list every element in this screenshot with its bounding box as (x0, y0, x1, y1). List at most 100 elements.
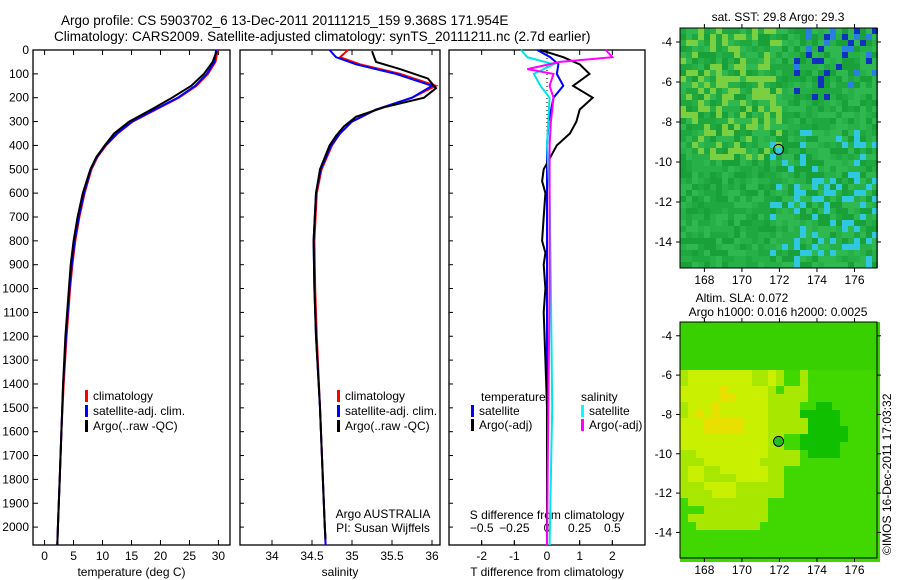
map-cell (816, 338, 824, 346)
map-cell (710, 232, 716, 238)
map-cell (818, 64, 824, 70)
map-cell (712, 330, 720, 338)
map-cell (794, 136, 800, 142)
map-cell (806, 94, 812, 100)
map-cell (712, 418, 720, 426)
map-cell (680, 426, 688, 434)
map-cell (818, 208, 824, 214)
map-cell (688, 370, 696, 378)
map-cell (680, 208, 686, 214)
map-cell (696, 538, 704, 546)
map-cell (760, 426, 768, 434)
map-cell (848, 160, 854, 166)
map-cell (812, 118, 818, 124)
map-cell (704, 442, 712, 450)
map-cell (768, 322, 776, 330)
map-cell (760, 370, 768, 378)
map-cell (800, 546, 808, 554)
map-cell (872, 530, 880, 538)
y-tick-label: 0 (22, 43, 29, 57)
map-cell (704, 506, 712, 514)
map-cell (686, 40, 692, 46)
map-cell (854, 106, 860, 112)
map-cell (758, 148, 764, 154)
map-cell (800, 106, 806, 112)
map-cell (808, 474, 816, 482)
map-cell (856, 378, 864, 386)
map-cell (840, 394, 848, 402)
map-cell (824, 362, 832, 370)
map-cell (812, 244, 818, 250)
map-cell (744, 442, 752, 450)
map-cell (792, 498, 800, 506)
map-cell (818, 232, 824, 238)
series-line-s-argo-adj- (527, 49, 615, 546)
map-cell (824, 442, 832, 450)
map-cell (704, 378, 712, 386)
map-cell (764, 58, 770, 64)
map-cell (824, 52, 830, 58)
map-cell (792, 394, 800, 402)
map-cell (792, 546, 800, 554)
sst-map-title: sat. SST: 29.8 Argo: 29.3 (712, 10, 845, 24)
map-cell (686, 100, 692, 106)
map-cell (686, 172, 692, 178)
map-cell (816, 322, 824, 330)
map-cell (856, 346, 864, 354)
map-cell (698, 94, 704, 100)
map-cell (848, 338, 856, 346)
map-cell (736, 442, 744, 450)
map-cell (824, 82, 830, 88)
map-cell (848, 94, 854, 100)
map-cell (824, 402, 832, 410)
map-cell (704, 196, 710, 202)
map-cell (704, 394, 712, 402)
map-cell (788, 160, 794, 166)
map-cell (680, 262, 686, 268)
map-cell (866, 40, 872, 46)
map-cell (840, 498, 848, 506)
map-cell (716, 118, 722, 124)
map-cell (728, 450, 736, 458)
map-cell (872, 458, 880, 466)
x-tick-label: 2 (609, 549, 616, 563)
map-cell (704, 522, 712, 530)
map-cell (818, 154, 824, 160)
map-cell (776, 100, 782, 106)
map-cell (716, 196, 722, 202)
map-cell (872, 28, 878, 34)
map-cell (776, 118, 782, 124)
map-cell (854, 28, 860, 34)
map-cell (680, 458, 688, 466)
map-cell (832, 426, 840, 434)
map-cell (740, 148, 746, 154)
argo-float-location-marker (773, 435, 785, 447)
map-cell (784, 386, 792, 394)
map-cell (740, 256, 746, 262)
map-cell (736, 370, 744, 378)
map-cell (800, 100, 806, 106)
map-cell (832, 418, 840, 426)
map-cell (698, 82, 704, 88)
map-cell (770, 28, 776, 34)
map-cell (784, 490, 792, 498)
map-cell (736, 338, 744, 346)
map-cell (832, 498, 840, 506)
map-cell (728, 386, 736, 394)
map-cell (806, 70, 812, 76)
map-cell (746, 46, 752, 52)
map-cell (728, 362, 736, 370)
map-cell (770, 94, 776, 100)
map-cell (752, 418, 760, 426)
map-cell (752, 490, 760, 498)
map-cell (734, 34, 740, 40)
map-cell (752, 58, 758, 64)
map-cell (806, 196, 812, 202)
map-cell (872, 172, 878, 178)
map-cell (734, 214, 740, 220)
map-cell (686, 28, 692, 34)
map-cell (692, 250, 698, 256)
map-cell (704, 178, 710, 184)
map-cell (782, 124, 788, 130)
map-cell (758, 52, 764, 58)
